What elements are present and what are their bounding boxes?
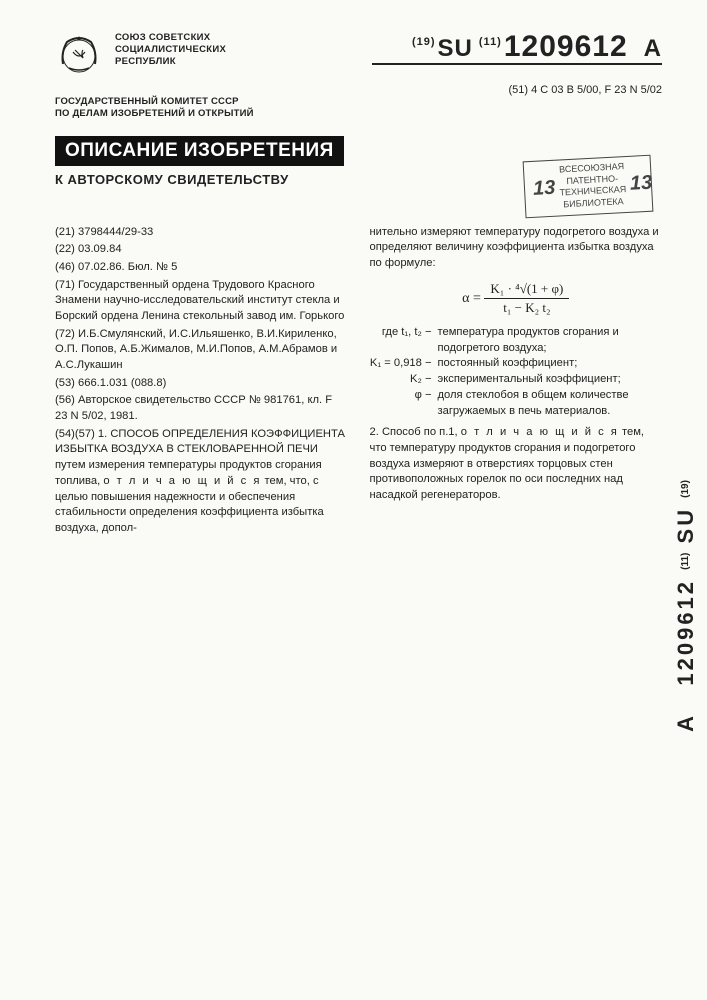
- stamp-text: ВСЕСОЮЗНАЯ ПАТЕНТНО- ТЕХНИЧЕСКАЯ БИБЛИОТ…: [558, 161, 627, 211]
- body: (21) 3798444/29-33 (22) 03.09.84 (46) 07…: [55, 225, 662, 539]
- side-num: 1209612: [673, 579, 698, 686]
- claim-continuation: нительно измеряют температуру подогретог…: [370, 225, 663, 272]
- stamp-number: 13: [532, 175, 556, 202]
- committee-line: ПО ДЕЛАМ ИЗОБРЕТЕНИЙ И ОТКРЫТИЙ: [55, 108, 662, 120]
- field-72: (72) И.Б.Смулянский, И.С.Ильяшенко, В.И.…: [55, 327, 348, 374]
- stamp-line: БИБЛИОТЕКА: [563, 196, 624, 209]
- ussr-emblem-icon: [55, 30, 103, 78]
- prefix-19: (19): [412, 36, 436, 48]
- numerator: K₁ · ⁴√(1 + φ): [484, 280, 569, 299]
- classification: (51) 4 C 03 B 5/00, F 23 N 5/02: [509, 84, 662, 96]
- country-code: SU: [438, 35, 473, 62]
- committee-line: ГОСУДАРСТВЕННЫЙ КОМИТЕТ СССР: [55, 96, 662, 108]
- field-21: (21) 3798444/29-33: [55, 225, 348, 241]
- where-row: K₁ = 0,918 − постоянный коэффициент;: [370, 356, 663, 372]
- fraction: K₁ · ⁴√(1 + φ) t₁ − K₂ t₂: [484, 280, 569, 317]
- claim-2: 2. Способ по п.1, о т л и ч а ю щ и й с …: [370, 425, 663, 503]
- where-intro: где: [382, 326, 401, 338]
- union-name: СОЮЗ СОВЕТСКИХ СОЦИАЛИСТИЧЕСКИХ РЕСПУБЛИ…: [115, 30, 226, 68]
- otl-word: о т л и ч а ю щ и й с я: [461, 426, 619, 438]
- prefix-11: (11): [479, 36, 502, 48]
- left-column: (21) 3798444/29-33 (22) 03.09.84 (46) 07…: [55, 225, 348, 539]
- field-46: (46) 07.02.86. Бюл. № 5: [55, 260, 348, 276]
- where-def: доля стеклобоя в общем количестве загруж…: [438, 388, 663, 419]
- union-line: СОЦИАЛИСТИЧЕСКИХ: [115, 44, 226, 56]
- field-22: (22) 03.09.84: [55, 242, 348, 258]
- stamp-line: ПАТЕНТНО-: [566, 173, 618, 186]
- where-def: экспериментальный коэффициент;: [438, 372, 663, 388]
- denominator: t₁ − K₂ t₂: [484, 299, 569, 317]
- where-def: постоянный коэффициент;: [438, 356, 663, 372]
- kind-code: A: [644, 35, 662, 65]
- doc-number: 1209612: [504, 30, 628, 63]
- claim-text: 2. Способ по п.1,: [370, 426, 461, 438]
- header: СОЮЗ СОВЕТСКИХ СОЦИАЛИСТИЧЕСКИХ РЕСПУБЛИ…: [55, 30, 662, 78]
- otl-word: о т л и ч а ю щ и й с я: [103, 475, 261, 487]
- side-11: (11): [680, 553, 691, 570]
- where-row: φ − доля стеклобоя в общем количестве за…: [370, 388, 663, 419]
- union-line: СОЮЗ СОВЕТСКИХ: [115, 32, 226, 44]
- committee-name: ГОСУДАРСТВЕННЫЙ КОМИТЕТ СССР ПО ДЕЛАМ ИЗ…: [55, 96, 662, 120]
- field-54-num: (54)(57): [55, 428, 98, 440]
- side-a: A: [673, 713, 698, 732]
- library-stamp: 13 ВСЕСОЮЗНАЯ ПАТЕНТНО- ТЕХНИЧЕСКАЯ БИБЛ…: [523, 155, 654, 218]
- union-line: РЕСПУБЛИК: [115, 56, 226, 68]
- where-row: где t₁, t₂ − температура продуктов сгора…: [370, 325, 663, 356]
- side-su: SU: [673, 507, 698, 544]
- where-sym: φ −: [370, 388, 438, 419]
- patent-page: СОЮЗ СОВЕТСКИХ СОЦИАЛИСТИЧЕСКИХ РЕСПУБЛИ…: [0, 0, 707, 1000]
- stamp-number: 13: [629, 170, 653, 197]
- where-row: K₂ − экспериментальный коэффициент;: [370, 372, 663, 388]
- field-53: (53) 666.1.031 (088.8): [55, 376, 348, 392]
- publication-number: (19)SU (11)1209612 A: [412, 30, 662, 64]
- where-sym: K₂ −: [370, 372, 438, 388]
- claim-title: 1. СПОСОБ ОПРЕДЕЛЕНИЯ КОЭФФИЦИЕНТА ИЗБЫТ…: [55, 428, 345, 456]
- where-sym: K₁ = 0,918 −: [370, 356, 438, 372]
- field-71: (71) Государственный ордена Трудового Кр…: [55, 278, 348, 325]
- formula: α = K₁ · ⁴√(1 + φ) t₁ − K₂ t₂: [370, 280, 663, 317]
- right-column: нительно измеряют температуру подогретог…: [370, 225, 663, 539]
- side-19: (19): [680, 480, 691, 498]
- where-def: температура продуктов сгорания и подогре…: [438, 325, 663, 356]
- where-sym: t₁, t₂ −: [401, 326, 431, 338]
- divider: [372, 63, 662, 65]
- field-56: (56) Авторское свидетельство СССР № 9817…: [55, 393, 348, 424]
- side-pubnum: A 1209612 (11) SU (19): [673, 480, 699, 732]
- where-block: где t₁, t₂ − температура продуктов сгора…: [370, 325, 663, 419]
- abstract-claim-1: (54)(57) 1. СПОСОБ ОПРЕДЕЛЕНИЯ КОЭФФИЦИЕ…: [55, 427, 348, 537]
- document-title: ОПИСАНИЕ ИЗОБРЕТЕНИЯ: [55, 136, 344, 166]
- formula-lhs: α =: [462, 291, 481, 306]
